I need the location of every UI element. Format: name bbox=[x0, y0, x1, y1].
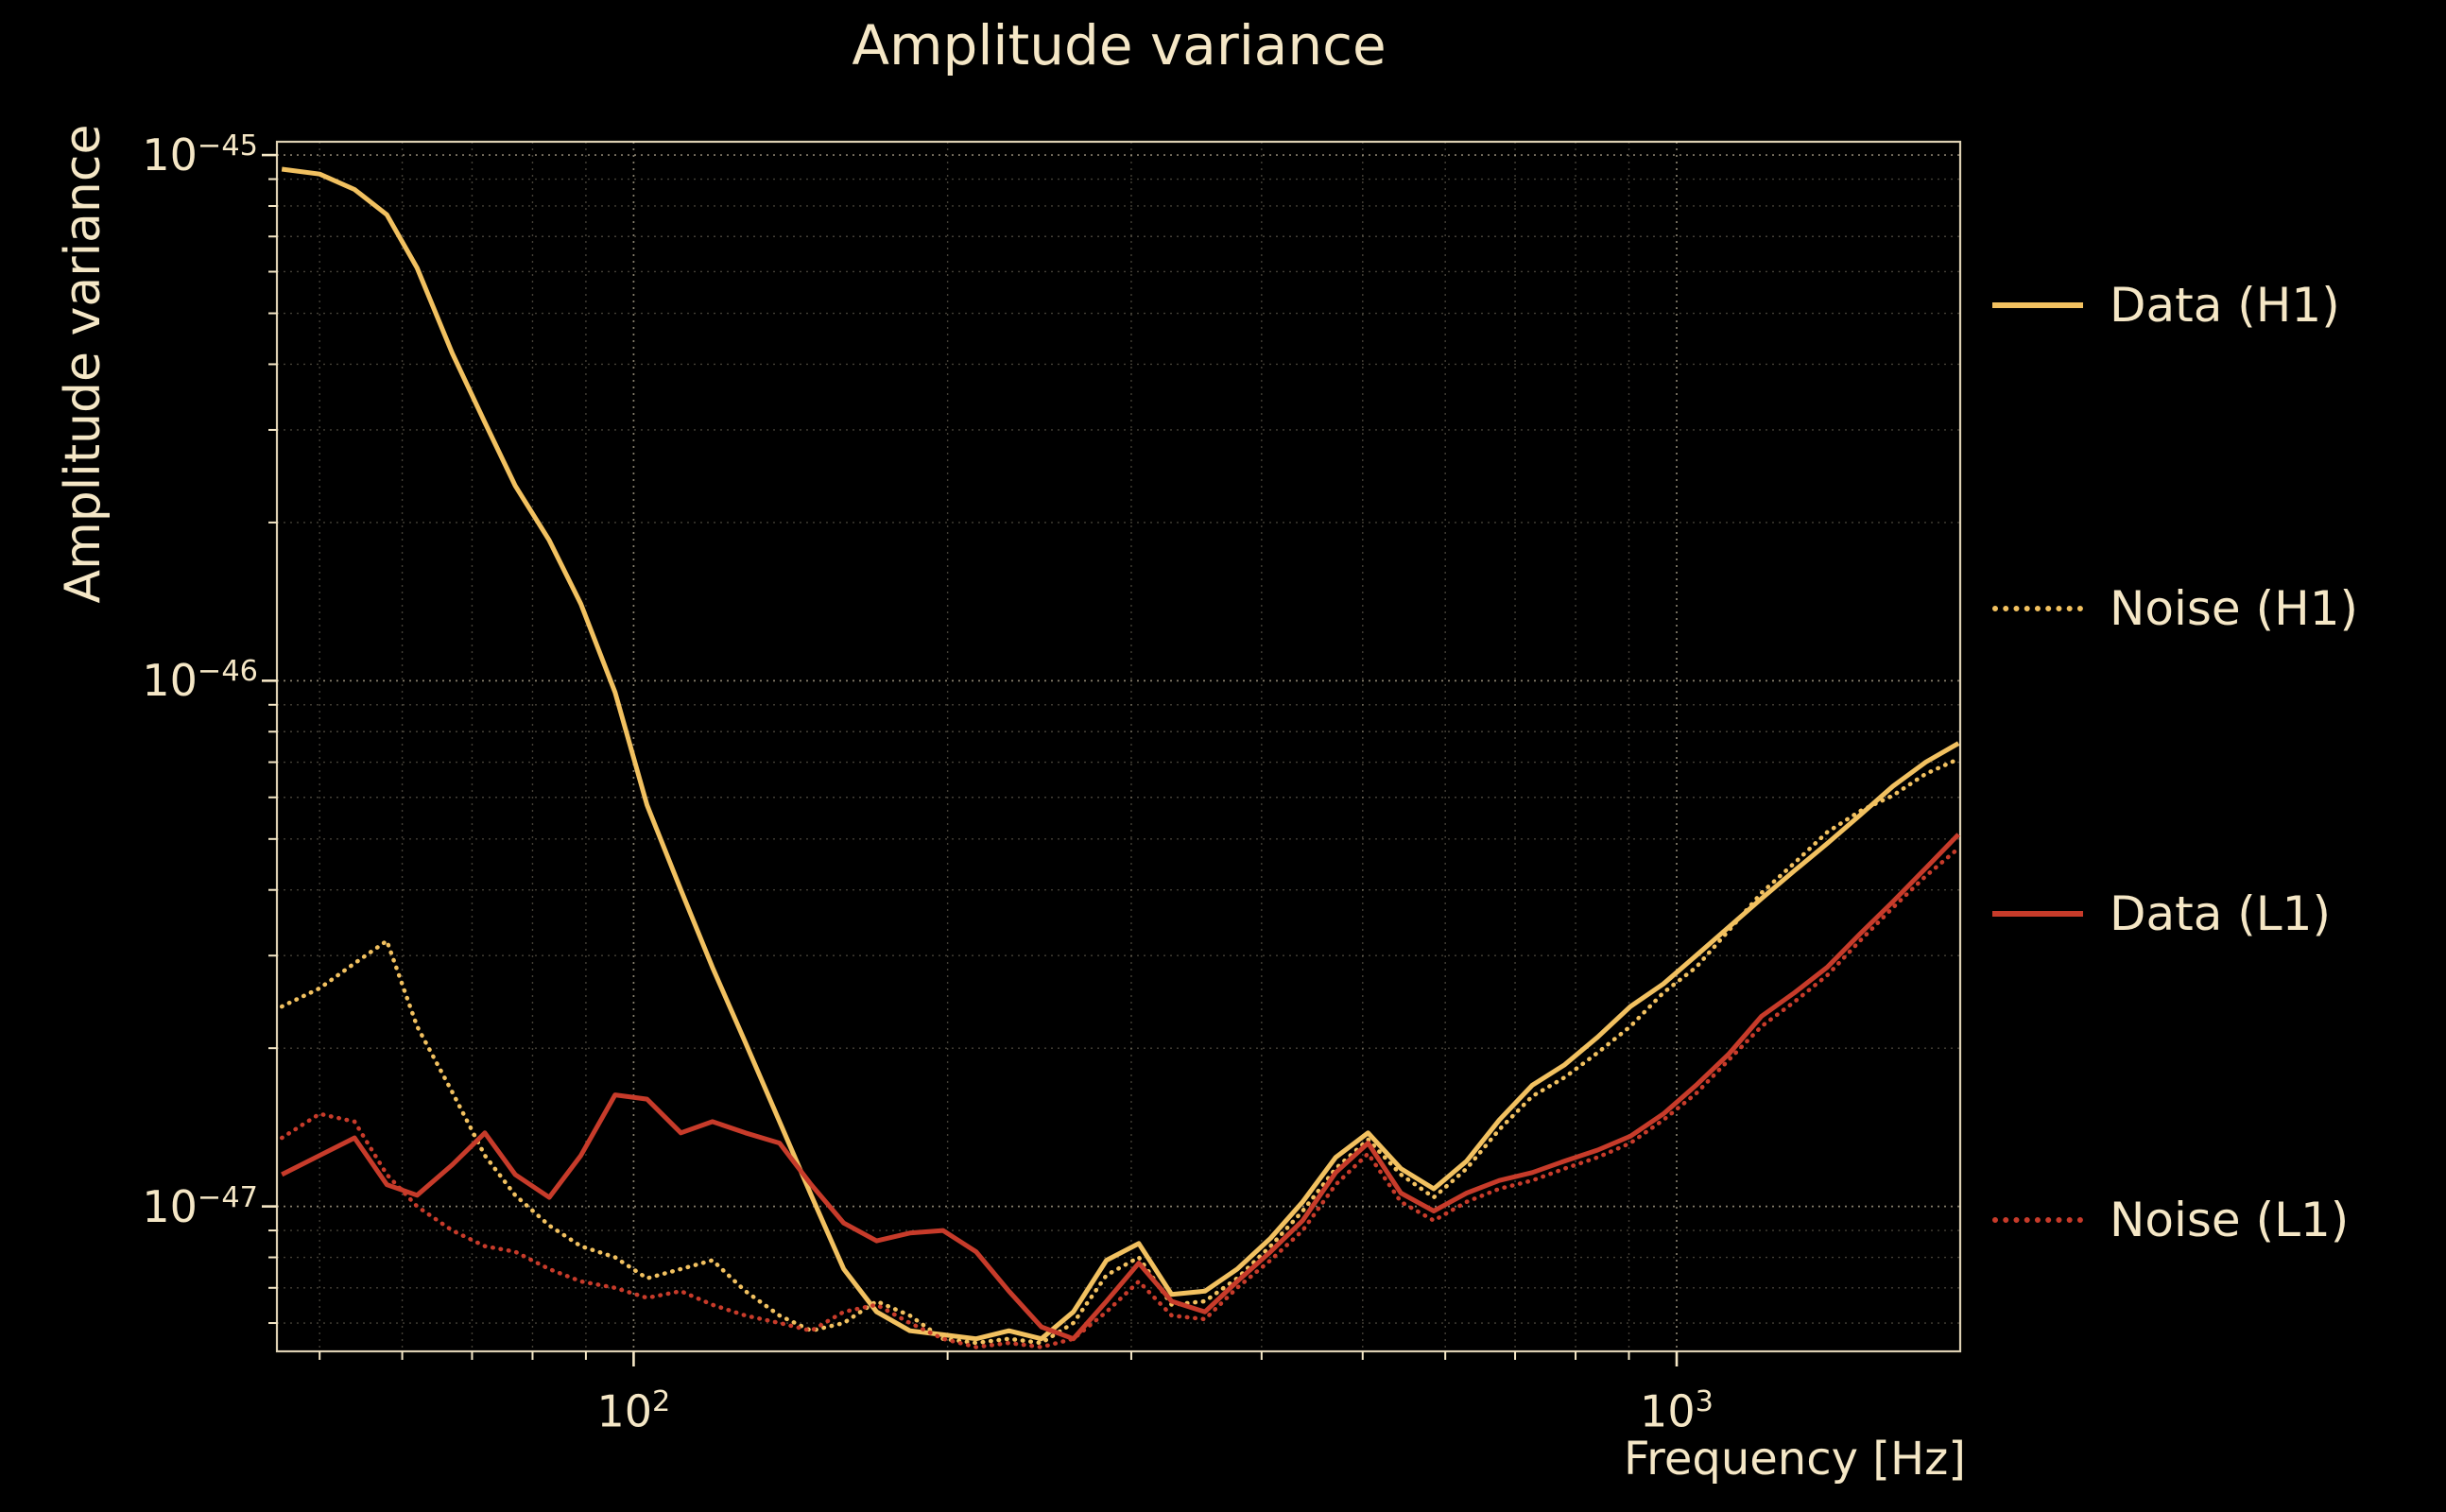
legend-line-sample-data-l1 bbox=[1992, 911, 2083, 917]
legend-line-sample-noise-h1 bbox=[1992, 606, 2083, 611]
legend-line-sample-noise-l1 bbox=[1992, 1217, 2083, 1223]
legend-label: Data (H1) bbox=[2110, 278, 2340, 333]
legend-line-sample-data-h1 bbox=[1992, 302, 2083, 308]
legend-label: Data (L1) bbox=[2110, 886, 2331, 941]
y-tick-label: 10−46 bbox=[142, 655, 258, 707]
x-axis-label: Frequency [Hz] bbox=[1624, 1433, 1966, 1486]
legend-item-data-h1: Data (H1) bbox=[1992, 277, 2340, 334]
x-tick-label: 103 bbox=[1640, 1385, 1714, 1437]
legend-label: Noise (L1) bbox=[2110, 1193, 2350, 1247]
y-tick-label: 10−47 bbox=[142, 1180, 258, 1232]
y-axis-label: Amplitude variance bbox=[55, 124, 112, 604]
chart-title: Amplitude variance bbox=[852, 13, 1387, 77]
legend-item-data-l1: Data (L1) bbox=[1992, 885, 2331, 942]
legend-label: Noise (H1) bbox=[2110, 581, 2359, 636]
legend-item-noise-l1: Noise (L1) bbox=[1992, 1192, 2349, 1248]
x-tick-label: 102 bbox=[596, 1385, 671, 1437]
legend-item-noise-h1: Noise (H1) bbox=[1992, 580, 2358, 637]
y-tick-label: 10−45 bbox=[142, 129, 258, 181]
